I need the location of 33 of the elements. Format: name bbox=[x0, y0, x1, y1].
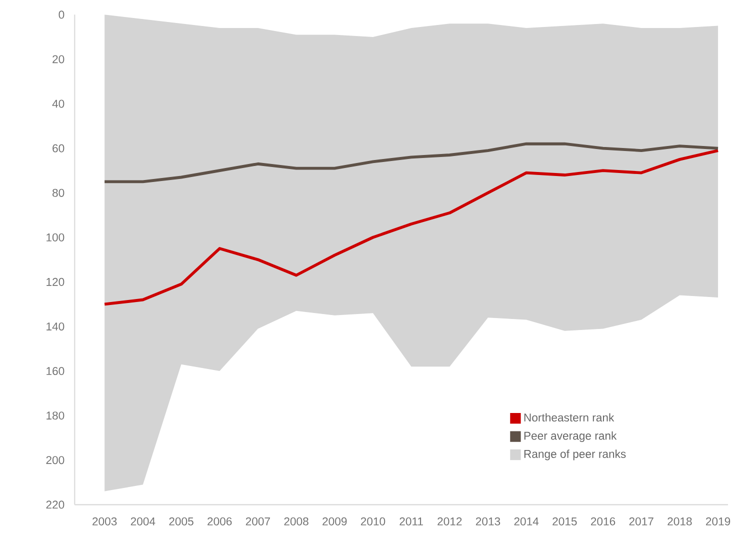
x-tick-label: 2017 bbox=[629, 517, 654, 526]
y-tick-label: 140 bbox=[46, 322, 64, 330]
x-tick-label: 2012 bbox=[438, 517, 462, 526]
y-tick-label: 160 bbox=[46, 367, 64, 376]
x-tick-label: 2018 bbox=[668, 517, 692, 526]
x-tick-label: 2013 bbox=[476, 517, 500, 526]
x-tick-label: 2011 bbox=[400, 517, 423, 526]
x-tick-label: 2016 bbox=[590, 517, 616, 526]
x-tick-label: 2009 bbox=[322, 517, 347, 526]
x-tick-label: 2005 bbox=[169, 517, 194, 526]
x-tick-label: 2004 bbox=[130, 517, 156, 526]
y-tick-label: 80 bbox=[52, 188, 64, 197]
legend-label: Peer average rank bbox=[524, 431, 617, 442]
x-tick-label: 2003 bbox=[92, 517, 117, 526]
x-tick-label: 2008 bbox=[284, 517, 308, 526]
y-tick-label: 100 bbox=[46, 233, 64, 242]
y-tick-label: 120 bbox=[46, 278, 64, 286]
x-tick-label: 2014 bbox=[514, 517, 539, 526]
y-tick-label: 0 bbox=[58, 10, 64, 19]
y-tick-label: 200 bbox=[46, 456, 64, 464]
x-tick-label: 2010 bbox=[360, 517, 386, 526]
y-tick-label: 220 bbox=[46, 500, 64, 509]
y-tick-label: 180 bbox=[46, 412, 64, 420]
x-tick-label: 2007 bbox=[246, 517, 270, 526]
y-tick-label: 20 bbox=[52, 55, 64, 64]
y-tick-label: 40 bbox=[52, 100, 64, 108]
x-tick-label: 2019 bbox=[706, 517, 730, 526]
x-tick-label: 2006 bbox=[208, 517, 232, 526]
x-tick-label: 2015 bbox=[552, 517, 577, 526]
y-tick-label: 60 bbox=[52, 144, 64, 152]
line-series bbox=[103, 149, 720, 306]
legend-label: Range of peer ranks bbox=[524, 450, 626, 460]
legend-label: Northeastern rank bbox=[524, 413, 614, 422]
